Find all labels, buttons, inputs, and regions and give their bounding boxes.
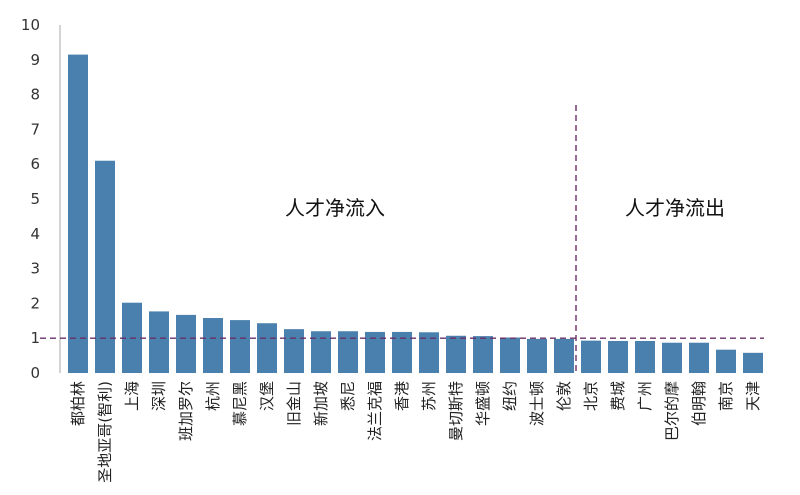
y-tick-label: 1: [30, 329, 40, 347]
bar-7: [257, 323, 277, 373]
y-tick-label: 3: [30, 260, 40, 278]
bar-20: [608, 340, 628, 373]
bar-0: [68, 54, 88, 374]
x-tick-label: 香港: [393, 381, 411, 411]
bar-17: [527, 338, 547, 373]
x-tick-label: 曼切斯特: [447, 381, 465, 441]
bar-8: [284, 329, 304, 373]
y-tick-label: 2: [30, 294, 40, 312]
y-axis: 0 1 2 3 4 5 6 7 8 9 10: [21, 16, 61, 382]
x-tick-label: 巴尔的摩: [663, 381, 681, 441]
x-tick-label: 伦敦: [555, 381, 573, 411]
x-tick-label: 悉尼: [339, 381, 357, 411]
x-tick-label: 旧金山: [285, 381, 303, 426]
x-tick-label: 新加坡: [312, 381, 330, 426]
y-tick-label: 4: [30, 225, 40, 243]
bar-10: [338, 331, 358, 373]
y-tick-label: 8: [30, 86, 40, 104]
y-tick-label: 9: [30, 51, 40, 69]
x-tick-label: 深圳: [150, 381, 168, 411]
x-tick-label: 都柏林: [69, 381, 87, 426]
bar-24: [716, 349, 736, 373]
x-tick-label: 波士顿: [528, 381, 546, 426]
x-axis-labels: 都柏林 圣地亚哥(智利) 上海 深圳 班加罗尔 杭州 慕尼黑 汉堡 旧金山 新加坡 悉尼 法兰克福 香港…: [69, 381, 762, 483]
bar-16: [500, 337, 520, 373]
x-tick-label: 南京: [717, 381, 735, 411]
y-tick-label: 0: [30, 364, 40, 382]
bar-18: [554, 338, 574, 373]
reference-lines: [40, 105, 764, 373]
bar-3: [149, 311, 169, 373]
x-tick-label: 北京: [582, 381, 600, 411]
x-tick-label: 纽约: [501, 381, 519, 411]
bar-11: [365, 331, 385, 373]
bar-21: [635, 340, 655, 373]
y-tick-label: 10: [21, 16, 40, 34]
x-tick-label: 慕尼黑: [231, 381, 249, 426]
bar-19: [581, 340, 601, 373]
x-tick-label: 杭州: [204, 381, 222, 411]
bar-23: [689, 342, 709, 373]
y-tick-label: 5: [30, 190, 40, 208]
bar-1: [95, 160, 115, 373]
x-tick-label: 费城: [609, 381, 627, 411]
x-tick-label: 圣地亚哥(智利): [96, 381, 114, 483]
bars: [68, 54, 763, 374]
bar-14: [446, 335, 466, 373]
x-tick-label: 华盛顿: [474, 381, 492, 426]
bar-4: [176, 314, 196, 373]
bar-5: [203, 318, 223, 373]
bar-12: [392, 331, 412, 373]
bar-15: [473, 336, 493, 373]
x-tick-label: 法兰克福: [366, 381, 384, 441]
bar-13: [419, 332, 439, 373]
x-tick-label: 天津: [744, 381, 762, 411]
y-tick-label: 7: [30, 120, 40, 138]
bar-9: [311, 331, 331, 373]
x-tick-label: 汉堡: [258, 381, 276, 411]
bar-6: [230, 320, 250, 373]
x-tick-label: 苏州: [420, 381, 438, 411]
annotation-net-outflow: 人才净流出: [625, 196, 725, 220]
bar-22: [662, 342, 682, 373]
annotation-net-inflow: 人才净流入: [285, 196, 385, 220]
x-tick-label: 上海: [123, 381, 141, 411]
bar-25: [743, 352, 763, 373]
x-tick-label: 广州: [636, 381, 654, 411]
y-tick-label: 6: [30, 155, 40, 173]
x-tick-label: 伯明翰: [690, 381, 708, 426]
x-tick-label: 班加罗尔: [177, 381, 195, 441]
